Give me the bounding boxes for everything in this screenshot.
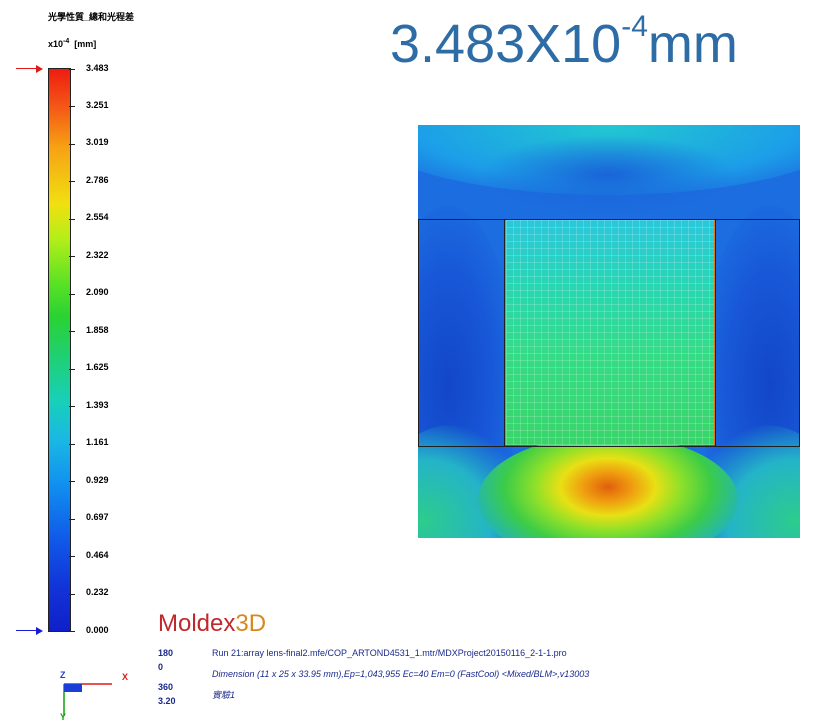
x-axis-label: X [122,672,128,682]
legend-tick-label: 0.697 [86,512,109,522]
view-angle-value: 0 [158,662,164,672]
legend-tick-mark [69,218,75,220]
axis-triad: X Z Y [60,670,128,720]
scale-value: 3.20 [158,696,176,706]
legend-unit: x10-4 [mm] [48,38,96,49]
legend-tick-label: 1.858 [86,325,109,335]
legend-tick-label: 2.322 [86,250,109,260]
legend-tick-label: 1.625 [86,362,109,372]
legend-tick-label: 0.232 [86,587,109,597]
y-axis-label: Y [60,712,66,720]
unit-prefix: x10 [48,39,64,49]
run-info: Run 21:array lens-final2.mfe/COP_ARTOND4… [212,648,567,658]
legend-tick-mark [69,631,75,632]
legend-tick-mark [69,256,75,258]
legend-tick-label: 0.929 [86,475,109,485]
result-contour-view[interactable] [418,125,800,538]
status-info: 實驗1 [212,690,236,700]
legend-tick-label: 2.090 [86,287,109,297]
contour-hotspot [478,435,738,538]
legend-tick-mark [69,368,75,370]
z-axis-marker [64,684,82,692]
unit-exponent: -4 [63,38,70,45]
z-axis-label: Z [60,670,66,680]
legend-tick-label: 0.464 [86,550,109,560]
legend-tick-mark [69,406,75,408]
contour-region [478,135,738,215]
unit-label: [mm] [74,39,97,49]
headline-base: 3.483X10 [390,14,622,74]
legend-tick-label: 3.019 [86,137,109,147]
legend-tick-label: 3.483 [86,63,109,73]
legend-tick-mark [69,331,75,333]
legend-tick-mark [69,518,75,520]
legend-tick-mark [69,593,75,595]
headline-unit: mm [647,14,738,74]
legend-tick-label: 2.786 [86,175,109,185]
legend-tick-mark [69,481,75,483]
view-angle-value: 360 [158,682,174,692]
headline-exponent: -4 [621,10,648,43]
legend-tick-label: 1.161 [86,437,109,447]
legend-tick-mark [69,106,75,108]
lens-outline [504,219,716,447]
logo-suffix: 3D [235,610,267,637]
legend-title: 光學性質_總和光程差 [48,12,135,22]
legend-tick-mark [69,293,75,295]
moldex3d-logo: Moldex3D [158,610,266,638]
legend-tick-mark [69,143,75,145]
legend-tick-mark [69,69,75,70]
legend-tick-label: 3.251 [86,100,109,110]
legend-tick-label: 2.554 [86,212,109,222]
color-scale-bar [48,68,75,632]
max-value-headline: 3.483X10-4mm [390,12,738,75]
logo-text: Moldex [158,610,236,637]
legend-tick-label: 0.000 [86,625,109,635]
legend-tick-label: 1.393 [86,400,109,410]
legend-tick-mark [69,443,75,445]
view-angle-value: 180 [158,648,174,658]
dimension-info: Dimension (11 x 25 x 33.95 mm),Ep=1,043,… [212,669,590,679]
legend-tick-mark [69,181,75,183]
legend-tick-mark [69,556,75,558]
